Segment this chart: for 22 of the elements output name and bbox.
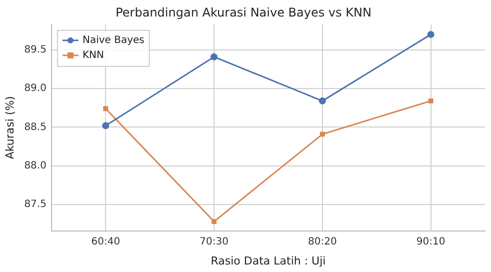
legend-label: Naive Bayes [82,34,144,46]
point [428,98,434,104]
point [320,132,325,137]
y-tick-label: 89.5 [24,44,46,56]
point [102,122,110,130]
point [210,53,218,60]
y-axis-title: Akurasi (%) [3,96,16,160]
x-tick-label: 60:40 [91,236,120,248]
point [212,219,217,224]
point [318,97,326,104]
y-tick-label: 87.5 [24,199,46,210]
legend-label: KNN [82,50,104,61]
x-tick-label: 80:20 [308,236,337,248]
chart-title: Perbandingan Akurasi Naive Bayes vs KNN [116,5,372,20]
point [103,106,108,112]
y-tick-label: 88.0 [24,160,46,172]
x-tick-label: 70:30 [200,236,228,248]
x-tick-label: 90:10 [416,236,446,248]
x-axis-title: Rasio Data Latih : Uji [210,254,326,268]
point [427,30,434,38]
y-tick-label: 88.5 [24,122,46,133]
y-tick-label: 89.0 [24,83,46,94]
